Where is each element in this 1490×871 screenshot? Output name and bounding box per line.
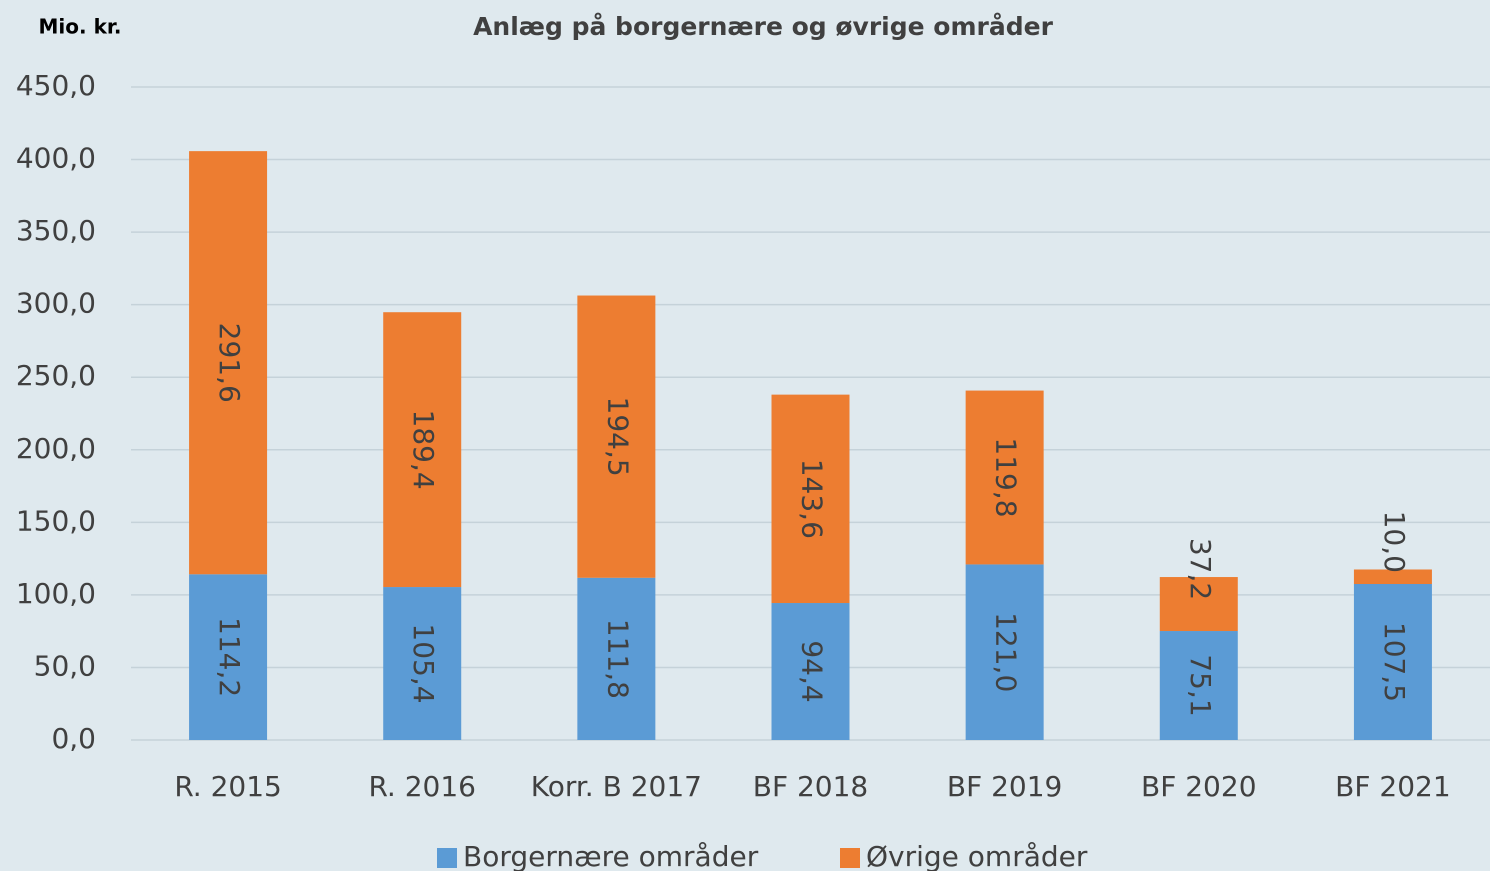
y-axis-label: Mio. kr. [39,15,122,39]
x-tick-label: Korr. B 2017 [531,770,702,803]
x-tick-label: R. 2016 [368,770,476,803]
y-tick-label: 0,0 [51,722,96,755]
y-tick-label: 100,0 [16,577,96,610]
data-label: 107,5 [1378,622,1411,702]
x-tick-label: BF 2021 [1335,770,1450,803]
y-tick-label: 150,0 [16,504,96,537]
legend-swatch [840,848,860,868]
data-label: 75,1 [1184,654,1217,716]
data-label: 114,2 [213,617,246,697]
legend-label: Øvrige områder [866,840,1088,871]
data-label: 111,8 [601,619,634,699]
x-tick-label: BF 2018 [753,770,868,803]
legend-swatch [437,848,457,868]
data-label: 10,0 [1378,511,1411,573]
y-tick-label: 400,0 [16,142,96,175]
x-tick-label: BF 2020 [1141,770,1256,803]
legend-label: Borgernære områder [463,840,759,871]
chart-title: Anlæg på borgernære og øvrige områder [473,12,1054,41]
chart: Mio. kr. Anlæg på borgernære og øvrige o… [0,0,1490,871]
y-tick-label: 300,0 [16,287,96,320]
y-tick-label: 350,0 [16,214,96,247]
y-tick-label: 200,0 [16,432,96,465]
x-tick-label: BF 2019 [947,770,1062,803]
data-label: 291,6 [213,323,246,403]
data-label: 143,6 [796,459,829,539]
y-tick-label: 250,0 [16,359,96,392]
y-tick-label: 50,0 [34,649,96,682]
data-label: 121,0 [990,612,1023,692]
y-tick-label: 450,0 [16,69,96,102]
data-label: 94,4 [796,640,829,702]
data-label: 189,4 [407,410,440,490]
data-label: 194,5 [601,397,634,477]
data-label: 105,4 [407,623,440,703]
data-label: 119,8 [990,437,1023,517]
data-label: 37,2 [1184,538,1217,600]
x-tick-label: R. 2015 [174,770,282,803]
